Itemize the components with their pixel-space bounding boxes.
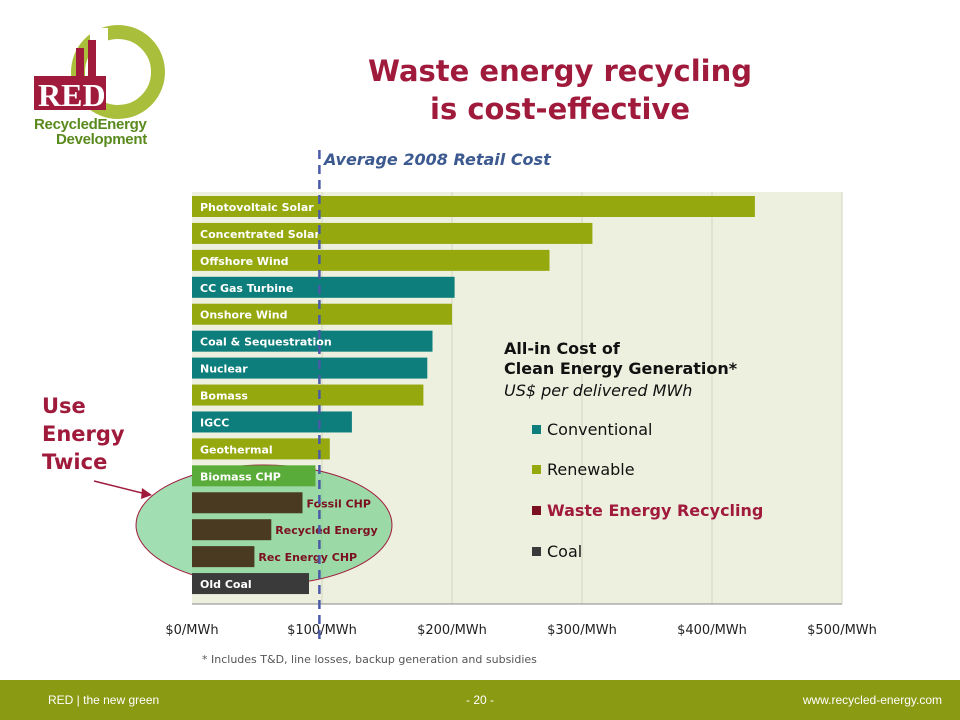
bar-label: CC Gas Turbine xyxy=(200,282,293,295)
title-line2: is cost-effective xyxy=(430,92,690,126)
legend-title: All-in Cost of Clean Energy Generation* xyxy=(504,339,737,379)
bar-label: Old Coal xyxy=(200,578,252,591)
callout-line1: Use xyxy=(42,394,86,418)
legend-title-line2: Clean Energy Generation* xyxy=(504,359,738,378)
callout-line3: Twice xyxy=(42,450,108,474)
title-line1: Waste energy recycling xyxy=(368,54,752,88)
bar-label: Onshore Wind xyxy=(200,309,287,322)
bar-onshore-wind xyxy=(192,303,452,325)
bar-label: Geothermal xyxy=(200,443,273,456)
legend-item-renewable: Renewable xyxy=(532,460,635,479)
legend-subtitle: US$ per delivered MWh xyxy=(504,381,693,400)
legend-swatch xyxy=(532,465,541,474)
x-tick-label: $400/MWh xyxy=(677,623,747,638)
footer-bar: RED | the new green - 20 - www.recycled-… xyxy=(0,680,960,720)
legend-item-waste-energy: Waste Energy Recycling xyxy=(532,501,763,520)
bar-cc-gas-turbine xyxy=(192,276,455,298)
page-title: Waste energy recycling is cost-effective xyxy=(290,52,830,128)
x-tick-label: $100/MWh xyxy=(287,623,357,638)
cost-bar-chart: Photovoltaic Solar Concentrated Solar Offs… xyxy=(93,150,877,640)
bar-geothermal xyxy=(192,438,330,460)
legend-swatch xyxy=(532,425,541,434)
logo-line2: Development xyxy=(56,131,147,148)
callout-arrow xyxy=(93,480,147,495)
bar-label: Bomass xyxy=(200,390,248,403)
bar-concentrated-solar xyxy=(192,222,593,244)
footer-left: RED | the new green xyxy=(48,693,160,707)
bar-old-coal xyxy=(192,573,309,595)
x-tick-label: $500/MWh xyxy=(807,623,877,638)
legend-swatch xyxy=(532,547,541,556)
bar-label: Nuclear xyxy=(200,363,248,376)
logo-line1: RecycledEnergy xyxy=(34,116,147,133)
bar-rec-energy-chp xyxy=(192,546,255,568)
bar-label: IGCC xyxy=(200,416,229,429)
callout-line2: Energy xyxy=(42,422,125,446)
legend-title-line1: All-in Cost of xyxy=(504,339,620,358)
x-tick-label: $0/MWh xyxy=(165,623,218,638)
bar-igcc xyxy=(192,411,352,433)
legend-item-conventional: Conventional xyxy=(532,420,652,439)
bar-label: Rec Energy CHP xyxy=(258,551,357,564)
use-energy-twice-callout: Use Energy Twice xyxy=(42,392,125,476)
bar-label: Fossil CHP xyxy=(307,497,371,510)
logo-brand: RED xyxy=(38,77,106,113)
bar-label: Recycled Energy xyxy=(275,524,377,537)
bar-biomass-chp xyxy=(192,465,316,487)
bar-offshore-wind xyxy=(192,249,550,271)
average-cost-label: Average 2008 Retail Cost xyxy=(324,150,551,169)
bar-label: Coal & Sequestration xyxy=(200,336,332,349)
bar-label: Photovoltaic Solar xyxy=(200,201,314,214)
bar-label: Offshore Wind xyxy=(200,255,289,268)
x-tick-label: $200/MWh xyxy=(417,623,487,638)
legend-swatch xyxy=(532,506,541,515)
legend-label: Conventional xyxy=(547,420,653,439)
bar-coal-sequestration xyxy=(192,330,433,352)
bar-recycled-energy xyxy=(192,519,272,541)
legend-label: Waste Energy Recycling xyxy=(547,501,764,520)
footer-website: www.recycled-energy.com xyxy=(802,693,942,707)
bar-label: Biomass CHP xyxy=(200,470,281,483)
legend-item-coal: Coal xyxy=(532,542,582,561)
footer-page-number: - 20 - xyxy=(466,693,495,707)
x-tick-label: $300/MWh xyxy=(547,623,617,638)
bar-photovoltaic-solar xyxy=(192,196,755,217)
footnote: * Includes T&D, line losses, backup gene… xyxy=(202,653,537,666)
bar-fossil-chp xyxy=(192,492,303,514)
legend-label: Coal xyxy=(547,542,583,561)
callout-arrowhead xyxy=(141,488,152,499)
legend-label: Renewable xyxy=(547,460,635,479)
bar-label: Concentrated Solar xyxy=(200,228,320,241)
bar-bomass xyxy=(192,384,424,406)
red-logo: RED xyxy=(34,25,165,119)
bar-nuclear xyxy=(192,357,428,379)
